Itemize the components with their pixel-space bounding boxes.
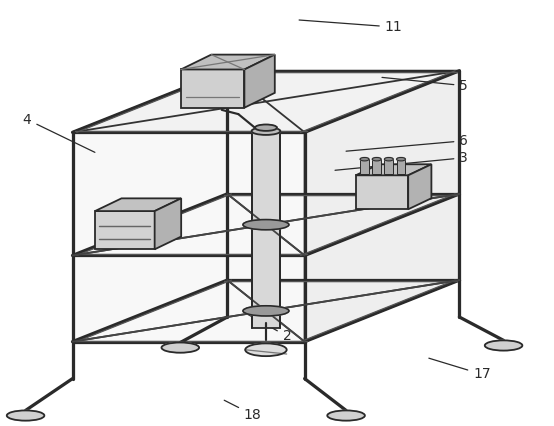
Ellipse shape	[7, 410, 44, 420]
Ellipse shape	[243, 219, 289, 230]
Bar	[372, 159, 381, 174]
Text: 3: 3	[335, 151, 468, 170]
Polygon shape	[73, 256, 305, 342]
Ellipse shape	[243, 306, 289, 316]
Bar	[252, 131, 280, 328]
Polygon shape	[155, 199, 181, 249]
Polygon shape	[181, 69, 244, 108]
Ellipse shape	[397, 158, 406, 161]
Text: 18: 18	[224, 400, 261, 422]
Polygon shape	[73, 71, 459, 132]
Text: 11: 11	[299, 20, 403, 34]
Polygon shape	[356, 176, 408, 209]
Polygon shape	[95, 211, 155, 249]
Bar	[360, 159, 369, 174]
Text: 5: 5	[382, 78, 468, 92]
Ellipse shape	[255, 124, 277, 131]
Ellipse shape	[162, 343, 199, 353]
Ellipse shape	[252, 127, 280, 135]
Polygon shape	[181, 55, 275, 69]
Bar	[384, 159, 393, 174]
Polygon shape	[305, 194, 459, 342]
Ellipse shape	[485, 340, 522, 351]
Text: 2: 2	[244, 312, 291, 343]
Polygon shape	[305, 71, 459, 256]
Ellipse shape	[245, 343, 286, 356]
Text: 6: 6	[346, 134, 468, 151]
Polygon shape	[356, 164, 432, 176]
Polygon shape	[73, 132, 305, 256]
Ellipse shape	[384, 158, 393, 161]
Text: 4: 4	[23, 112, 95, 153]
Polygon shape	[95, 199, 181, 211]
Polygon shape	[408, 164, 432, 209]
Bar	[397, 159, 406, 174]
Ellipse shape	[372, 158, 381, 161]
Polygon shape	[244, 55, 275, 108]
Ellipse shape	[360, 158, 369, 161]
Ellipse shape	[327, 410, 365, 420]
Text: 17: 17	[429, 358, 491, 381]
